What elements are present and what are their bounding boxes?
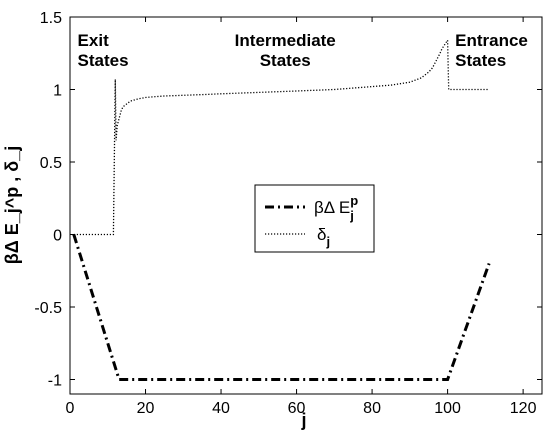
annotations: ExitStatesIntermediateStatesEntranceStat… [78,31,528,70]
x-tick-label: 20 [137,400,155,417]
y-tick-label: -0.5 [34,300,62,317]
y-tick-label: -1 [48,373,62,390]
x-tick-label: 120 [510,400,537,417]
annotation-text: States [78,51,129,70]
legend-delta-main: δ [317,225,326,244]
legend-label-energy: βΔ Ep j [314,193,358,223]
legend-delta-sub: j [325,234,330,249]
annotation-text: Entrance [455,31,528,50]
legend-label-delta: δj [317,225,330,249]
x-tick-label: 60 [288,400,306,417]
series-lines [72,38,491,381]
x-tick-label: 40 [212,400,230,417]
legend: βΔ Ep j δj [254,184,375,253]
y-tick-label: 1.5 [40,10,62,27]
annotation-text: Intermediate [235,31,336,50]
y-tick-label: 0 [53,228,62,245]
annotation-text: States [455,51,506,70]
y-tick-label: 0.5 [40,155,62,172]
y-axis-label: βΔ E_j^p , δ_j [2,146,22,264]
legend-box [254,184,375,253]
series-line-delta [73,38,490,236]
y-tick-label: 1 [53,83,62,100]
annotation-text: States [260,51,311,70]
x-tick-label: 80 [363,400,381,417]
x-tick-label: 0 [66,400,75,417]
x-axis-label: j [300,410,306,430]
legend-energy-sup: p [350,193,358,208]
legend-energy-main: βΔ E [314,198,350,217]
ticks: 0 20 40 60 80 100 120 -1 -0.5 0 0.5 1 1.5 [34,10,542,417]
annotation-text: Exit [78,31,110,50]
x-tick-label: 100 [434,400,461,417]
legend-energy-sub: j [349,208,354,223]
